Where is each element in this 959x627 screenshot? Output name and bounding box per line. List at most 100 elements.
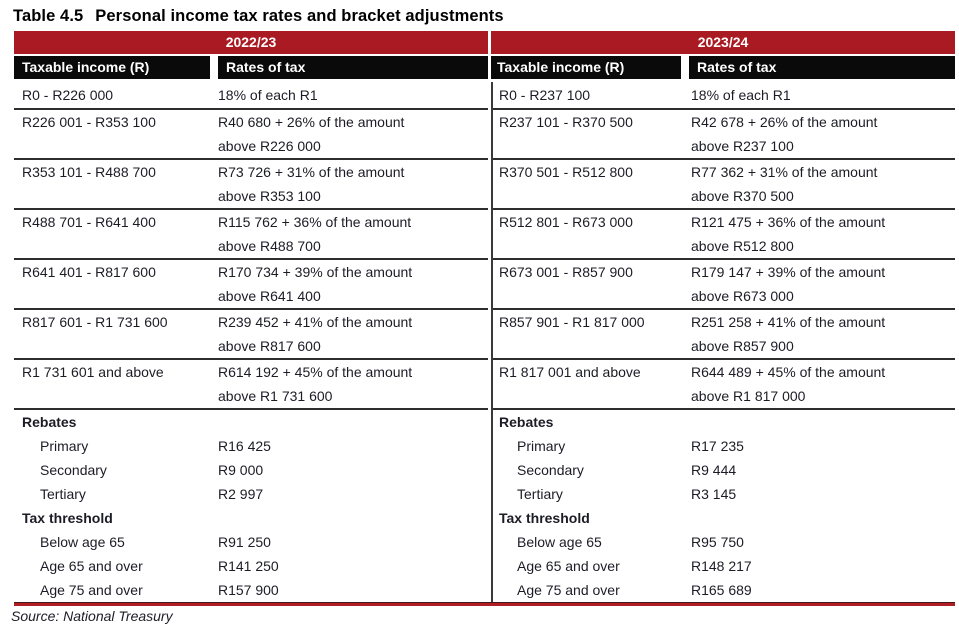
rebate-value: R16 425 (218, 438, 271, 454)
income-cell: R488 701 - R641 400 (22, 214, 156, 230)
income-cell: R353 101 - R488 700 (22, 164, 156, 180)
year-header-2023-24: 2023/24 (491, 31, 955, 54)
threshold-value: R95 750 (691, 534, 744, 550)
threshold-label: Age 75 and over (40, 582, 143, 598)
rate-cell: R77 362 + 31% of the amount above R370 5… (691, 164, 878, 204)
rebate-row: Tertiary R2 997 (14, 482, 488, 506)
rebate-row: Primary R17 235 (493, 434, 955, 458)
threshold-row: Age 75 and over R165 689 (493, 578, 955, 602)
rebate-label: Tertiary (517, 486, 563, 502)
column-header-taxable-income: Taxable income (R) (14, 56, 210, 79)
income-cell: R237 101 - R370 500 (499, 114, 633, 130)
rebate-value: R3 145 (691, 486, 737, 502)
income-cell: R0 - R226 000 (22, 87, 114, 103)
threshold-heading-row: Tax threshold (14, 506, 488, 530)
year-header-2022-23: 2022/23 (14, 31, 488, 54)
rate-cell: R644 489 + 45% of the amount above R1 81… (691, 364, 886, 404)
bracket-row: R857 901 - R1 817 000 R251 258 + 41% of … (493, 310, 955, 360)
column-header-taxable-income: Taxable income (R) (491, 56, 681, 79)
rebate-label: Primary (517, 438, 566, 454)
bracket-row: R488 701 - R641 400 R115 762 + 36% of th… (14, 210, 488, 260)
rate-cell: R614 192 + 45% of the amount above R1 73… (218, 364, 413, 404)
threshold-row: Below age 65 R91 250 (14, 530, 488, 554)
table-bottom-rule-red (14, 603, 955, 606)
bracket-row: R370 501 - R512 800 R77 362 + 31% of the… (493, 160, 955, 210)
rate-cell: R251 258 + 41% of the amount above R857 … (691, 314, 886, 354)
rate-cell: R73 726 + 31% of the amount above R353 1… (218, 164, 405, 204)
source-note: Source: National Treasury (11, 608, 173, 624)
rate-cell: R239 452 + 41% of the amount above R817 … (218, 314, 413, 354)
bracket-row: R226 001 - R353 100 R40 680 + 26% of the… (14, 110, 488, 160)
threshold-value: R165 689 (691, 582, 752, 598)
threshold-row: Age 75 and over R157 900 (14, 578, 488, 602)
rate-cell: R170 734 + 39% of the amount above R641 … (218, 264, 413, 304)
column-header-row: Taxable income (R) Rates of tax (491, 56, 955, 79)
rebates-heading: Rebates (22, 414, 77, 430)
rate-cell: R115 762 + 36% of the amount above R488 … (218, 214, 412, 254)
rebate-value: R2 997 (218, 486, 264, 502)
rate-cell: R121 475 + 36% of the amount above R512 … (691, 214, 886, 254)
income-cell: R0 - R237 100 (499, 87, 591, 103)
rebate-row: Secondary R9 000 (14, 458, 488, 482)
bracket-row: R1 731 601 and above R614 192 + 45% of t… (14, 360, 488, 410)
bracket-row: R0 - R237 100 18% of each R1 (493, 82, 955, 110)
rebate-row: Primary R16 425 (14, 434, 488, 458)
income-cell: R817 601 - R1 731 600 (22, 314, 168, 330)
bracket-row: R353 101 - R488 700 R73 726 + 31% of the… (14, 160, 488, 210)
income-cell: R673 001 - R857 900 (499, 264, 633, 280)
bracket-row: R817 601 - R1 731 600 R239 452 + 41% of … (14, 310, 488, 360)
income-cell: R226 001 - R353 100 (22, 114, 156, 130)
column-header-row: Taxable income (R) Rates of tax (14, 56, 488, 79)
bracket-table-2023-24: R0 - R237 100 18% of each R1 R237 101 - … (493, 82, 955, 602)
threshold-value: R91 250 (218, 534, 271, 550)
threshold-label: Below age 65 (517, 534, 602, 550)
table-title: Table 4.5 Personal income tax rates and b… (0, 0, 959, 31)
income-cell: R1 817 001 and above (499, 364, 641, 380)
column-header-rates-of-tax: Rates of tax (218, 56, 488, 79)
table-bottom-rule-dark (14, 602, 955, 603)
threshold-row: Age 65 and over R148 217 (493, 554, 955, 578)
income-cell: R370 501 - R512 800 (499, 164, 633, 180)
rebates-heading-row: Rebates (493, 410, 955, 434)
bracket-row: R641 401 - R817 600 R170 734 + 39% of th… (14, 260, 488, 310)
rebates-heading-row: Rebates (14, 410, 488, 434)
rebate-row: Tertiary R3 145 (493, 482, 955, 506)
bracket-table-2022-23: R0 - R226 000 18% of each R1 R226 001 - … (14, 82, 488, 602)
rebate-label: Secondary (40, 462, 107, 478)
threshold-heading-row: Tax threshold (493, 506, 955, 530)
threshold-label: Age 65 and over (40, 558, 143, 574)
threshold-label: Below age 65 (40, 534, 125, 550)
column-header-rates-of-tax: Rates of tax (689, 56, 955, 79)
table-title-text: Personal income tax rates and bracket ad… (95, 7, 504, 25)
rebate-row: Secondary R9 444 (493, 458, 955, 482)
bracket-row: R237 101 - R370 500 R42 678 + 26% of the… (493, 110, 955, 160)
bracket-row: R0 - R226 000 18% of each R1 (14, 82, 488, 110)
rebate-label: Tertiary (40, 486, 86, 502)
table-number: Table 4.5 (13, 7, 84, 25)
income-cell: R512 801 - R673 000 (499, 214, 633, 230)
rate-cell: 18% of each R1 (691, 87, 791, 103)
rate-cell: R42 678 + 26% of the amount above R237 1… (691, 114, 878, 154)
threshold-label: Age 75 and over (517, 582, 620, 598)
rebates-heading: Rebates (499, 414, 554, 430)
rebate-value: R9 000 (218, 462, 264, 478)
rate-cell: R179 147 + 39% of the amount above R673 … (691, 264, 886, 304)
threshold-heading: Tax threshold (22, 510, 113, 526)
threshold-value: R148 217 (691, 558, 752, 574)
income-cell: R1 731 601 and above (22, 364, 164, 380)
bracket-row: R673 001 - R857 900 R179 147 + 39% of th… (493, 260, 955, 310)
threshold-heading: Tax threshold (499, 510, 590, 526)
rate-cell: R40 680 + 26% of the amount above R226 0… (218, 114, 405, 154)
income-cell: R857 901 - R1 817 000 (499, 314, 645, 330)
rebate-label: Secondary (517, 462, 584, 478)
bracket-row: R512 801 - R673 000 R121 475 + 36% of th… (493, 210, 955, 260)
rebate-value: R17 235 (691, 438, 744, 454)
year-panel-2023-24: 2023/24 Taxable income (R) Rates of tax … (491, 31, 955, 602)
income-cell: R641 401 - R817 600 (22, 264, 156, 280)
threshold-value: R157 900 (218, 582, 279, 598)
threshold-row: Age 65 and over R141 250 (14, 554, 488, 578)
rebate-label: Primary (40, 438, 89, 454)
year-panel-2022-23: 2022/23 Taxable income (R) Rates of tax … (14, 31, 488, 602)
threshold-label: Age 65 and over (517, 558, 620, 574)
